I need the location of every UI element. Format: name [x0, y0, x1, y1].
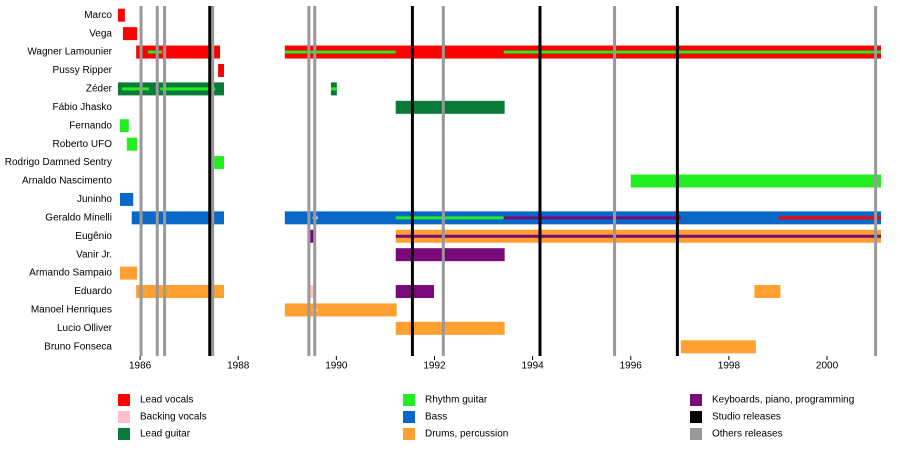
- role-bar: [395, 321, 505, 335]
- role-bar: [119, 266, 138, 280]
- role-bar: [308, 285, 316, 299]
- role-stripe: [284, 50, 396, 54]
- legend-swatch: [118, 394, 130, 406]
- member-label: Pussy Ripper: [53, 65, 113, 76]
- member-label: Arnaldo Nascimento: [22, 176, 112, 187]
- role-bar: [754, 285, 781, 299]
- role-bar: [395, 100, 505, 114]
- role-bar: [680, 340, 756, 354]
- member-label: Eugênio: [75, 231, 112, 242]
- role-stripe: [160, 87, 216, 91]
- role-stripe: [503, 50, 881, 54]
- legend-swatch: [403, 394, 415, 406]
- legend-label: Backing vocals: [140, 412, 207, 423]
- x-tick-label: 2000: [816, 361, 839, 372]
- role-stripe: [121, 87, 149, 91]
- role-stripe: [395, 216, 504, 220]
- legend-swatch: [690, 411, 702, 423]
- legend-label: Lead vocals: [140, 395, 193, 406]
- role-bar: [131, 211, 224, 225]
- legend-label: Keyboards, piano, programming: [712, 395, 854, 406]
- role-bar: [395, 285, 434, 299]
- role-bar: [630, 174, 881, 188]
- role-bar: [395, 248, 505, 262]
- legend-label: Drums, percussion: [425, 429, 508, 440]
- x-tick-label: 1992: [423, 361, 446, 372]
- member-label: Fernando: [69, 120, 112, 131]
- role-bar: [218, 63, 224, 77]
- x-tick-label: 1986: [129, 361, 152, 372]
- legend-swatch: [403, 411, 415, 423]
- x-tick-label: 1996: [620, 361, 643, 372]
- member-label: Lucio Olliver: [57, 323, 113, 334]
- role-bar: [119, 119, 129, 133]
- legend-label: Others releases: [712, 429, 783, 440]
- member-label: Wagner Lamounier: [27, 47, 112, 58]
- role-stripe: [147, 50, 163, 54]
- role-bar: [308, 229, 316, 243]
- member-label: Bruno Fonseca: [44, 341, 112, 352]
- role-stripe: [330, 87, 337, 91]
- role-stripe: [503, 216, 681, 220]
- legend-swatch: [690, 394, 702, 406]
- role-bar: [126, 137, 138, 151]
- member-label: Fábio Jhasko: [53, 102, 113, 113]
- member-label: Vanir Jr.: [76, 249, 112, 260]
- member-label: Juninho: [77, 194, 112, 205]
- member-label: Vega: [89, 28, 112, 39]
- member-label: Roberto UFO: [53, 139, 113, 150]
- member-label: Marco: [84, 10, 112, 21]
- legend-swatch: [690, 428, 702, 440]
- role-bar: [214, 156, 224, 170]
- legend-swatch: [403, 428, 415, 440]
- x-tick-label: 1988: [227, 361, 250, 372]
- member-label: Rodrigo Damned Sentry: [5, 157, 112, 168]
- legend-label: Lead guitar: [140, 429, 191, 440]
- legend-label: Rhythm guitar: [425, 395, 488, 406]
- role-bar: [118, 8, 125, 22]
- member-label: Zéder: [86, 84, 113, 95]
- role-bar: [119, 192, 134, 206]
- legend-label: Studio releases: [712, 412, 781, 423]
- legend-swatch: [118, 428, 130, 440]
- role-stripe: [778, 216, 881, 220]
- member-label: Eduardo: [74, 286, 112, 297]
- member-label: Manoel Henriques: [31, 305, 112, 316]
- x-tick-label: 1998: [718, 361, 741, 372]
- legend-swatch: [118, 411, 130, 423]
- role-bar: [284, 303, 397, 317]
- role-stripe: [395, 234, 881, 238]
- member-label: Geraldo Minelli: [45, 212, 112, 223]
- member-label: Armando Sampaio: [29, 268, 112, 279]
- x-tick-label: 1990: [325, 361, 348, 372]
- role-bar: [122, 27, 138, 41]
- legend-label: Bass: [425, 412, 447, 423]
- x-tick-label: 1994: [521, 361, 544, 372]
